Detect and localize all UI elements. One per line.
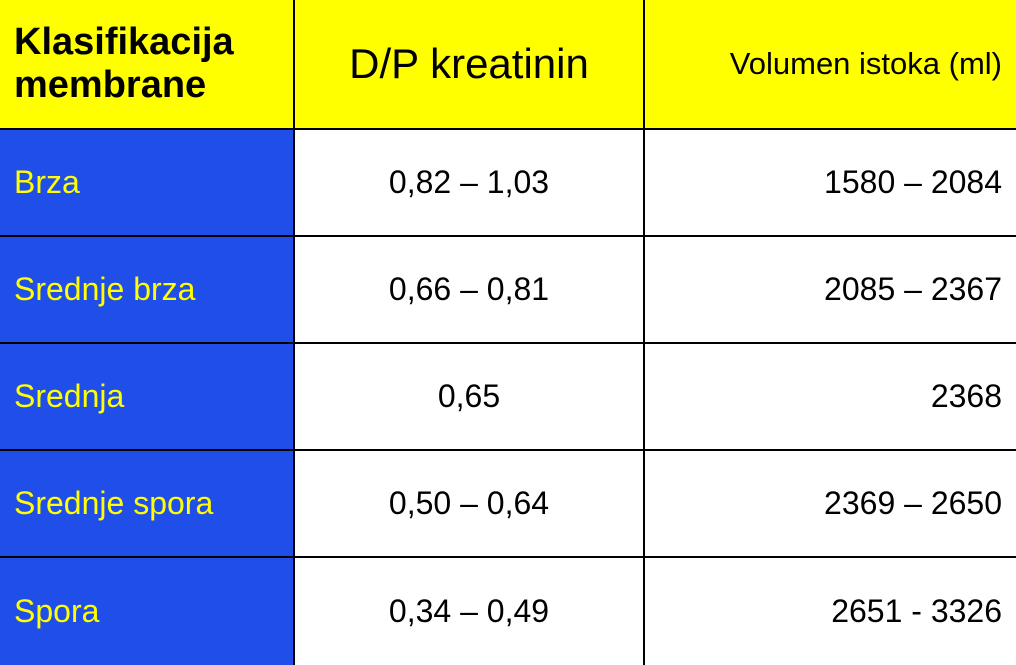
table-cell-dp: 0,50 – 0,64 (295, 451, 645, 558)
table-row-label: Srednje spora (0, 451, 295, 558)
row-label-text: Srednja (14, 378, 125, 414)
table-row-label: Srednje brza (0, 237, 295, 344)
volume-value: 1580 – 2084 (824, 164, 1002, 200)
dp-value: 0,50 – 0,64 (388, 485, 550, 521)
volume-value: 2651 - 3326 (831, 593, 1002, 629)
table-row-label: Spora (0, 558, 295, 665)
table-cell-dp: 0,65 (295, 344, 645, 451)
table-cell-dp: 0,34 – 0,49 (295, 558, 645, 665)
volume-value: 2368 (930, 378, 1002, 414)
header-dp-creatinine: D/P kreatinin (295, 0, 645, 130)
dp-value: 0,34 – 0,49 (388, 593, 550, 629)
dp-value: 0,82 – 1,03 (388, 164, 550, 200)
table-cell-volume: 2368 (645, 344, 1016, 451)
table-row-label: Brza (0, 130, 295, 237)
volume-value: 2369 – 2650 (824, 485, 1002, 521)
header-classification: Klasifikacija membrane (0, 0, 295, 130)
table-cell-volume: 2085 – 2367 (645, 237, 1016, 344)
table-row-label: Srednja (0, 344, 295, 451)
row-label-text: Srednje spora (14, 485, 214, 521)
header-drain-volume: Volumen istoka (ml) (645, 0, 1016, 130)
dp-value: 0,65 (437, 378, 501, 414)
table-cell-dp: 0,66 – 0,81 (295, 237, 645, 344)
dp-value: 0,66 – 0,81 (388, 271, 550, 307)
row-label-text: Srednje brza (14, 271, 196, 307)
table-cell-dp: 0,82 – 1,03 (295, 130, 645, 237)
table-cell-volume: 1580 – 2084 (645, 130, 1016, 237)
header-dp-creatinine-label: D/P kreatinin (349, 40, 589, 87)
header-drain-volume-label: Volumen istoka (ml) (729, 46, 1002, 81)
header-classification-label: Klasifikacija membrane (14, 21, 234, 106)
row-label-text: Spora (14, 593, 100, 629)
table-cell-volume: 2651 - 3326 (645, 558, 1016, 665)
table-cell-volume: 2369 – 2650 (645, 451, 1016, 558)
row-label-text: Brza (14, 164, 80, 200)
volume-value: 2085 – 2367 (824, 271, 1002, 307)
